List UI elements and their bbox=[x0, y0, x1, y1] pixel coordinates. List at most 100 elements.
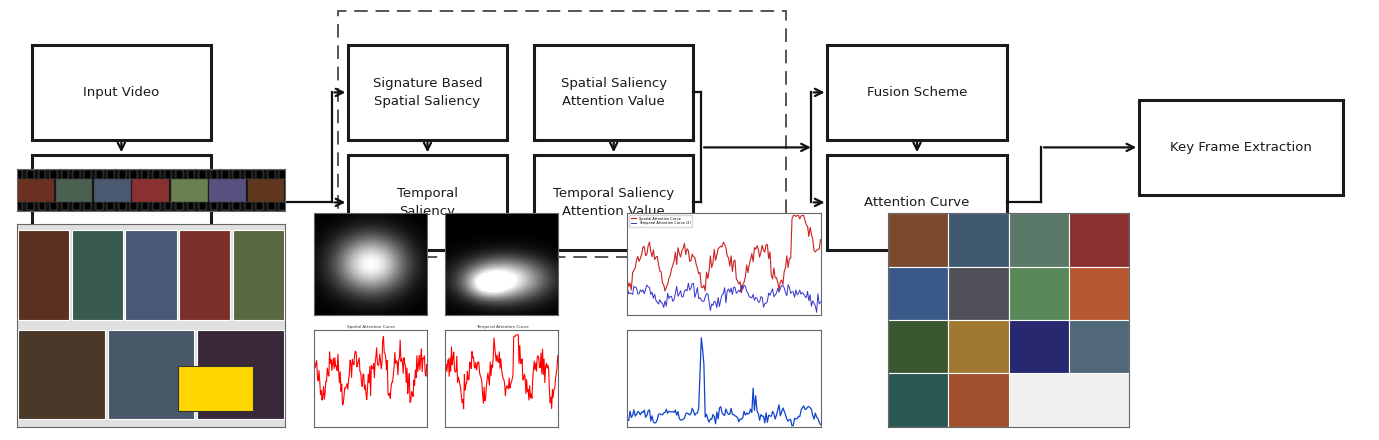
Bar bbox=[125, 231, 177, 319]
Bar bbox=[178, 366, 254, 411]
Bar bbox=[1069, 213, 1129, 267]
Bar bbox=[233, 231, 284, 319]
Bar bbox=[188, 202, 194, 210]
Temporal Attention Curve (2) bbox=[684, 281, 701, 286]
Bar bbox=[338, 11, 786, 257]
Spatial Attention Curve bbox=[695, 282, 712, 288]
Bar bbox=[108, 170, 114, 179]
Title: Temporal Attention Curve: Temporal Attention Curve bbox=[476, 325, 528, 329]
Title: Spatial Attention Curve: Spatial Attention Curve bbox=[348, 325, 394, 329]
Spatial Attention Curve bbox=[720, 255, 736, 260]
Bar bbox=[108, 202, 114, 210]
Bar bbox=[15, 202, 22, 210]
Bar bbox=[888, 374, 949, 427]
Text: Fusion Scheme: Fusion Scheme bbox=[867, 86, 967, 99]
Spatial Attention Curve bbox=[619, 278, 636, 283]
Bar bbox=[211, 202, 218, 210]
Bar bbox=[888, 267, 949, 320]
Bar bbox=[827, 155, 1007, 249]
Bar bbox=[949, 320, 1008, 374]
Text: Key Frame Extraction: Key Frame Extraction bbox=[1171, 141, 1311, 154]
Bar bbox=[153, 202, 160, 210]
Text: Spatial Saliency
Attention Value: Spatial Saliency Attention Value bbox=[561, 77, 666, 108]
Temporal Attention Curve (2) bbox=[729, 290, 746, 295]
Bar bbox=[1008, 267, 1069, 320]
Bar bbox=[28, 170, 34, 179]
Bar bbox=[199, 202, 205, 210]
Bar bbox=[84, 170, 91, 179]
Spatial Attention Curve bbox=[812, 237, 829, 242]
Spatial Attention Curve bbox=[683, 258, 699, 264]
Bar bbox=[131, 170, 137, 179]
Bar bbox=[119, 202, 125, 210]
Bar bbox=[245, 202, 251, 210]
Text: Signature Based
Spatial Saliency: Signature Based Spatial Saliency bbox=[372, 77, 483, 108]
Bar bbox=[153, 170, 160, 179]
Bar bbox=[62, 170, 69, 179]
Text: Input Video: Input Video bbox=[83, 86, 160, 99]
Bar bbox=[888, 213, 949, 267]
Bar bbox=[197, 330, 284, 419]
Bar bbox=[256, 202, 263, 210]
Bar bbox=[50, 170, 57, 179]
Bar bbox=[222, 170, 229, 179]
Bar bbox=[15, 170, 22, 179]
Bar bbox=[32, 155, 211, 249]
Bar bbox=[179, 231, 230, 319]
Bar bbox=[55, 179, 92, 202]
Bar bbox=[535, 45, 694, 140]
Temporal Attention Curve (2) bbox=[808, 310, 825, 315]
Temporal Attention Curve (2) bbox=[619, 285, 636, 290]
Bar bbox=[268, 202, 274, 210]
Bar bbox=[348, 155, 507, 249]
Spatial Attention Curve bbox=[785, 213, 801, 218]
Text: Temporal Saliency
Attention Value: Temporal Saliency Attention Value bbox=[553, 187, 674, 218]
Bar bbox=[199, 170, 205, 179]
Bar bbox=[827, 45, 1007, 140]
Text: Temporal
Saliency: Temporal Saliency bbox=[397, 187, 458, 218]
Bar bbox=[32, 45, 211, 140]
Temporal Attention Curve (2) bbox=[721, 290, 738, 295]
Spatial Attention Curve bbox=[781, 265, 797, 270]
Bar bbox=[256, 170, 263, 179]
Bar bbox=[188, 170, 194, 179]
Bar bbox=[280, 170, 285, 179]
Bar bbox=[1008, 320, 1069, 374]
Bar bbox=[73, 202, 80, 210]
Bar bbox=[233, 170, 240, 179]
Bar bbox=[17, 179, 54, 202]
Bar bbox=[222, 202, 229, 210]
Text: Attention Curve: Attention Curve bbox=[865, 196, 969, 209]
Bar bbox=[18, 231, 69, 319]
Bar bbox=[62, 202, 69, 210]
Bar bbox=[108, 330, 194, 419]
Bar bbox=[142, 202, 149, 210]
Line: Spatial Attention Curve: Spatial Attention Curve bbox=[627, 216, 821, 293]
Bar bbox=[72, 231, 123, 319]
Bar bbox=[1069, 267, 1129, 320]
Bar bbox=[949, 213, 1008, 267]
Bar bbox=[39, 202, 46, 210]
Bar bbox=[535, 155, 694, 249]
Bar bbox=[888, 320, 949, 374]
Bar bbox=[210, 179, 245, 202]
Spatial Attention Curve bbox=[734, 290, 750, 295]
Bar bbox=[171, 179, 208, 202]
Bar bbox=[142, 170, 149, 179]
Bar bbox=[949, 267, 1008, 320]
Bar bbox=[1069, 320, 1129, 374]
Bar bbox=[233, 202, 240, 210]
Bar bbox=[245, 170, 251, 179]
Temporal Attention Curve (2) bbox=[754, 294, 771, 300]
Bar bbox=[280, 202, 285, 210]
Bar bbox=[164, 170, 171, 179]
Bar bbox=[348, 45, 507, 140]
Bar bbox=[28, 202, 34, 210]
Bar bbox=[177, 170, 183, 179]
Temporal Attention Curve (2) bbox=[680, 280, 696, 286]
Spatial Attention Curve bbox=[754, 242, 771, 248]
Line: Temporal Attention Curve (2): Temporal Attention Curve (2) bbox=[627, 283, 821, 312]
Bar bbox=[50, 202, 57, 210]
Bar bbox=[94, 179, 131, 202]
Bar bbox=[949, 374, 1008, 427]
